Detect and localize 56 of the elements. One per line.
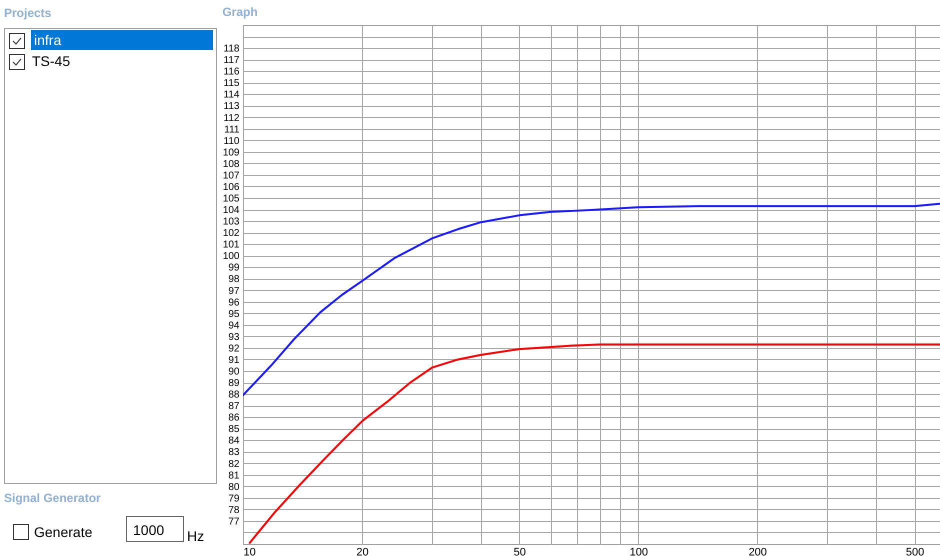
y-tick-label: 89 bbox=[228, 378, 240, 390]
y-tick-label: 106 bbox=[222, 182, 240, 193]
x-tick-label: 500 bbox=[906, 546, 924, 558]
y-tick-label: 115 bbox=[224, 78, 240, 90]
y-tick-label: 104 bbox=[222, 205, 240, 216]
y-tick-label: 107 bbox=[222, 170, 240, 182]
y-tick-label: 88 bbox=[228, 390, 240, 401]
text: Generate bbox=[34, 523, 92, 542]
x-tick-label: 200 bbox=[748, 546, 767, 558]
y-tick-label: 94 bbox=[228, 320, 240, 332]
y-tick-label: 109 bbox=[222, 147, 240, 158]
y-tick-label: 100 bbox=[222, 251, 240, 262]
y-tick-label: 92 bbox=[228, 343, 240, 354]
y-tick-label: 87 bbox=[228, 401, 240, 412]
y-tick-label: 112 bbox=[224, 112, 240, 124]
x-tick-label: 20 bbox=[356, 546, 369, 558]
y-tick-label: 97 bbox=[228, 286, 240, 297]
text: 1000 bbox=[126, 516, 184, 542]
y-tick-label: 110 bbox=[224, 136, 240, 147]
y-tick-label: 101 bbox=[222, 240, 240, 251]
x-tick-label: 10 bbox=[244, 546, 256, 558]
y-tick-label: 78 bbox=[228, 504, 240, 516]
y-tick-label: 80 bbox=[228, 482, 240, 493]
text: Hz bbox=[187, 527, 204, 546]
y-tick-label: 96 bbox=[228, 297, 240, 308]
y-tick-label: 85 bbox=[228, 424, 240, 436]
y-tick-label: 79 bbox=[228, 493, 240, 504]
y-tick-label: 117 bbox=[224, 55, 240, 66]
y-tick-label: 84 bbox=[228, 436, 240, 447]
text: Projects bbox=[4, 6, 52, 20]
y-tick-label: 103 bbox=[222, 216, 240, 228]
y-tick-label: 91 bbox=[228, 354, 240, 366]
y-tick-label: 105 bbox=[222, 194, 240, 204]
y-tick-label: 99 bbox=[228, 262, 240, 274]
y-tick-label: 82 bbox=[228, 458, 240, 470]
y-tick-label: 98 bbox=[228, 274, 240, 286]
y-tick-label: 113 bbox=[224, 101, 240, 112]
y-tick-label: 86 bbox=[228, 412, 240, 424]
y-tick-label: 83 bbox=[228, 447, 240, 458]
y-tick-label: 77 bbox=[228, 516, 240, 528]
y-tick-label: 90 bbox=[228, 366, 240, 378]
y-tick-label: 111 bbox=[224, 124, 240, 136]
x-tick-label: 100 bbox=[630, 546, 648, 558]
text: TS-45 bbox=[32, 52, 70, 71]
y-tick-label: 118 bbox=[224, 44, 240, 55]
y-tick-label: 102 bbox=[222, 228, 240, 240]
text: infra bbox=[31, 30, 213, 50]
y-tick-label: 81 bbox=[228, 470, 240, 482]
x-tick-label: 50 bbox=[514, 546, 526, 558]
y-tick-label: 114 bbox=[224, 90, 240, 101]
y-tick-label: 108 bbox=[222, 158, 240, 170]
y-tick-label: 93 bbox=[228, 332, 240, 343]
y-tick-label: 95 bbox=[228, 308, 240, 320]
text: Signal Generator bbox=[4, 491, 101, 505]
y-tick-label: 116 bbox=[224, 66, 240, 78]
chart-title: Graph bbox=[222, 5, 258, 19]
